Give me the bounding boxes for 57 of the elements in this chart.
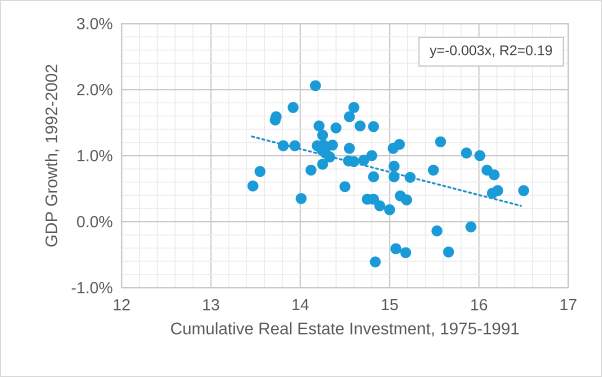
point	[374, 200, 386, 212]
x-axis-title: Cumulative Real Estate Investment, 1975-1991	[171, 322, 519, 336]
point	[366, 150, 378, 162]
point	[247, 180, 258, 192]
y-tick-label: 0.0%	[77, 216, 112, 228]
point	[314, 120, 325, 132]
point	[390, 243, 402, 254]
point	[306, 164, 316, 176]
point	[460, 148, 472, 158]
x-tick-label: 17	[560, 299, 576, 310]
point	[310, 80, 321, 92]
point	[388, 171, 400, 182]
point	[254, 166, 266, 177]
point	[358, 154, 370, 166]
point	[394, 138, 405, 150]
point	[465, 221, 476, 232]
point	[428, 164, 439, 176]
y-tick-label: 2.0%	[77, 84, 112, 96]
point	[344, 142, 355, 154]
point	[326, 140, 338, 151]
x-tick-label: 15	[382, 299, 398, 310]
x-tick-label: 16	[471, 299, 488, 310]
y-axis-title: GDP Growth, 1992-2002	[45, 64, 60, 247]
point	[443, 246, 454, 258]
point	[288, 102, 299, 113]
point	[368, 121, 380, 132]
point	[344, 111, 355, 122]
point	[492, 185, 504, 196]
point	[317, 130, 328, 141]
point	[488, 169, 500, 180]
point	[518, 185, 530, 196]
point	[324, 152, 336, 162]
x-tick-label: 14	[292, 299, 309, 310]
x-tick-label: 12	[114, 299, 130, 310]
point	[404, 172, 416, 183]
y-tick-label: 1.0%	[78, 150, 112, 162]
point	[339, 181, 350, 192]
point	[296, 193, 307, 204]
point	[401, 194, 412, 206]
point	[368, 171, 380, 182]
point	[400, 247, 412, 258]
point	[384, 204, 396, 216]
annotation: y=-0.003x, R2=0.19	[430, 45, 552, 58]
point	[330, 122, 342, 134]
point	[317, 158, 328, 170]
point	[370, 256, 381, 268]
point	[431, 225, 442, 236]
point	[278, 140, 289, 152]
y-tick-label: -1.0%	[72, 282, 112, 294]
point	[435, 136, 446, 148]
point	[474, 150, 486, 162]
point	[348, 102, 360, 113]
y-tick-label: 3.0%	[77, 18, 112, 30]
x-tick-label: 13	[203, 299, 220, 310]
point	[354, 120, 366, 132]
point	[388, 160, 400, 172]
point	[289, 140, 300, 152]
